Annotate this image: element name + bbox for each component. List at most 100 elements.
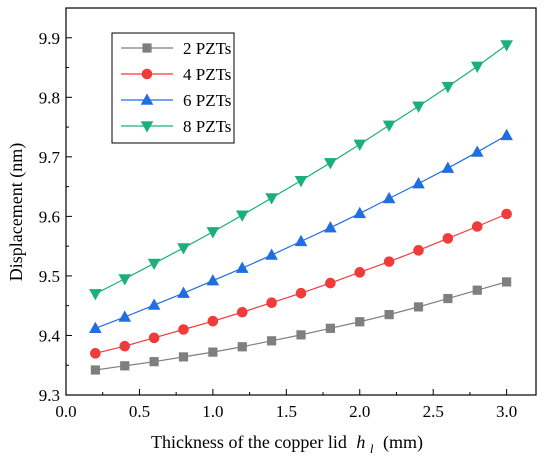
- data-point: [236, 306, 248, 318]
- legend-box: [111, 32, 235, 144]
- data-point: [353, 139, 367, 151]
- data-point: [500, 128, 513, 141]
- data-point: [471, 221, 483, 232]
- data-point: [384, 310, 394, 320]
- legend-label: 2 PZTs: [183, 39, 231, 58]
- data-point: [235, 261, 249, 273]
- x-tick-label: 1.5: [276, 402, 297, 421]
- series-2: [90, 208, 512, 359]
- data-point: [120, 361, 130, 371]
- tick-layer: 0.0 0.5 1.0 1.5 2.0 2.5 3.0 9.3 9.4 9.5 9.6 9.7 9.8 9…: [39, 7, 517, 421]
- data-point: [294, 175, 308, 188]
- data-point: [296, 330, 306, 340]
- data-point: [119, 340, 131, 352]
- x-tick-label: 2.5: [423, 402, 444, 421]
- data-point: [265, 248, 278, 260]
- data-point: [355, 317, 365, 327]
- data-point: [325, 277, 336, 289]
- data-point: [177, 286, 190, 298]
- legend-label: 8 PZTs: [183, 117, 231, 136]
- data-point: [413, 302, 424, 312]
- data-point: [412, 101, 425, 113]
- legend-entry: 4 PZTs: [121, 65, 231, 84]
- plot-frame: [65, 7, 537, 396]
- x-axis-title-symbol: h: [356, 432, 365, 452]
- data-point: [177, 243, 190, 255]
- x-axis-title: Thickness of the copper lid h l (mm): [151, 432, 423, 457]
- data-point: [442, 233, 454, 244]
- legend-entry: 6 PZTs: [121, 91, 231, 110]
- data-point: [178, 352, 189, 362]
- data-point: [265, 193, 278, 205]
- data-point: [382, 120, 396, 132]
- data-point: [208, 347, 218, 357]
- data-point: [353, 206, 367, 219]
- data-point: [502, 277, 512, 287]
- y-tick-label: 9.9: [39, 29, 60, 48]
- data-point: [267, 336, 277, 346]
- data-point: [325, 323, 335, 333]
- x-tick-label: 1.0: [202, 402, 223, 421]
- y-axis-title: Displacement (nm): [6, 143, 27, 281]
- series-4: [89, 40, 513, 301]
- data-point: [147, 258, 161, 271]
- data-point: [412, 177, 425, 189]
- data-point: [500, 40, 513, 52]
- data-point: [118, 310, 132, 322]
- data-point: [354, 267, 366, 278]
- data-point: [237, 342, 247, 352]
- x-tick-label: 0.0: [55, 402, 76, 421]
- legend-marker: [142, 43, 152, 53]
- series-1: [90, 277, 512, 375]
- data-point: [324, 221, 337, 233]
- data-point: [266, 297, 277, 309]
- data-point: [383, 256, 395, 267]
- data-point: [207, 315, 219, 327]
- data-point: [206, 274, 220, 286]
- x-axis-title-unit: (mm): [383, 432, 423, 453]
- series-3: [89, 128, 513, 334]
- plot-layer: [89, 40, 513, 375]
- legend-marker: [140, 93, 154, 105]
- legend-entry: 2 PZTs: [121, 39, 231, 58]
- data-point: [470, 145, 484, 157]
- data-point: [441, 161, 455, 173]
- data-point: [413, 245, 424, 256]
- data-point: [90, 348, 101, 359]
- y-tick-label: 9.5: [39, 267, 60, 286]
- y-tick-label: 9.4: [39, 326, 61, 345]
- legend: 2 PZTs 4 PZTs 6 PZTs 8 PZTs: [111, 32, 235, 144]
- legend-label: 6 PZTs: [183, 91, 231, 110]
- data-point: [235, 210, 249, 222]
- data-point: [206, 227, 220, 239]
- legend-marker: [140, 121, 154, 133]
- x-tick-label: 0.5: [129, 402, 150, 421]
- x-tick-label: 2.0: [349, 402, 370, 421]
- y-tick-label: 9.7: [39, 148, 61, 167]
- data-point: [441, 81, 455, 94]
- data-point: [148, 332, 160, 344]
- x-axis-title-text: Thickness of the copper lid: [151, 432, 347, 452]
- legend-entry: 8 PZTs: [121, 117, 231, 136]
- x-axis-title-subscript: l: [370, 441, 374, 456]
- data-point: [382, 191, 396, 204]
- data-point: [178, 324, 189, 335]
- data-point: [470, 61, 484, 73]
- y-tick-label: 9.6: [39, 207, 60, 226]
- x-tick-label: 3.0: [496, 402, 517, 421]
- data-point: [501, 208, 512, 220]
- y-tick-label: 9.8: [39, 88, 60, 107]
- data-point: [294, 234, 308, 247]
- data-point: [443, 293, 453, 304]
- data-point: [147, 298, 161, 310]
- data-point: [324, 158, 337, 170]
- data-point: [295, 287, 307, 299]
- data-point: [90, 365, 100, 375]
- data-point: [118, 274, 132, 286]
- legend-label: 4 PZTs: [183, 65, 231, 84]
- data-point: [149, 357, 159, 367]
- data-point: [89, 321, 102, 334]
- data-point: [89, 289, 102, 301]
- data-point: [472, 285, 482, 295]
